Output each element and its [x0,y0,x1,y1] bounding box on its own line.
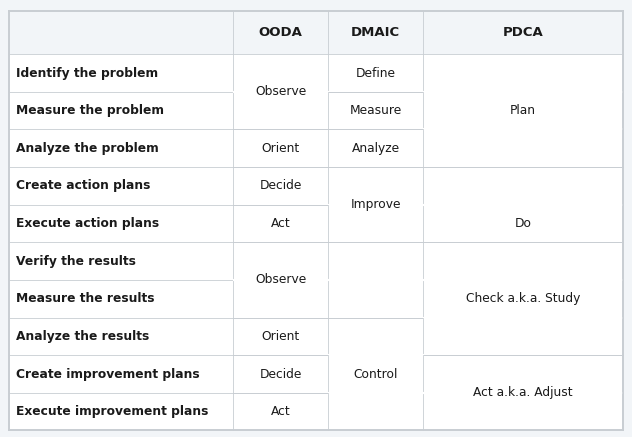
Text: Act: Act [271,405,291,418]
Text: Orient: Orient [262,142,300,155]
Text: Plan: Plan [510,104,536,117]
Text: Check a.k.a. Study: Check a.k.a. Study [466,292,580,305]
Text: Act a.k.a. Adjust: Act a.k.a. Adjust [473,386,573,399]
Text: Analyze the problem: Analyze the problem [16,142,159,155]
Bar [9,11,623,54]
Text: Execute improvement plans: Execute improvement plans [16,405,208,418]
Text: Execute action plans: Execute action plans [16,217,159,230]
Text: Observe: Observe [255,85,307,98]
Text: Measure the results: Measure the results [16,292,154,305]
Text: Analyze: Analyze [352,142,400,155]
Text: Improve: Improve [351,198,401,211]
Text: Analyze the results: Analyze the results [16,330,149,343]
Text: DMAIC: DMAIC [351,26,400,39]
Text: OODA: OODA [259,26,303,39]
Text: Observe: Observe [255,274,307,286]
Text: Create action plans: Create action plans [16,179,150,192]
Text: Act: Act [271,217,291,230]
Text: Control: Control [353,368,398,381]
Text: Decide: Decide [260,368,302,381]
Text: Decide: Decide [260,179,302,192]
Text: PDCA: PDCA [502,26,544,39]
Text: Do: Do [514,217,532,230]
Text: Define: Define [356,66,396,80]
Text: Measure: Measure [349,104,402,117]
Text: Measure the problem: Measure the problem [16,104,164,117]
Text: Verify the results: Verify the results [16,255,136,267]
Text: Identify the problem: Identify the problem [16,66,158,80]
Text: Orient: Orient [262,330,300,343]
Text: Create improvement plans: Create improvement plans [16,368,200,381]
